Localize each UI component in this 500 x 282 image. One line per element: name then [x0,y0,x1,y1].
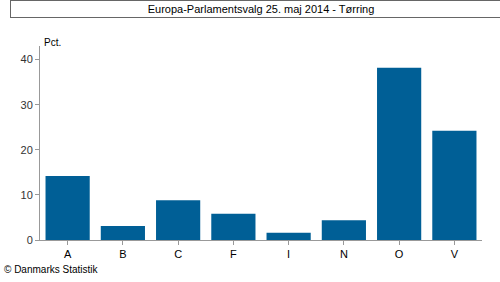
svg-text:B: B [119,248,126,260]
svg-text:C: C [174,248,182,260]
svg-text:© Danmarks Statistik: © Danmarks Statistik [4,264,99,275]
svg-text:30: 30 [21,99,33,111]
svg-text:O: O [395,248,404,260]
svg-text:20: 20 [21,144,33,156]
svg-text:A: A [64,248,72,260]
svg-text:V: V [451,248,459,260]
svg-text:Europa-Parlamentsvalg 25. maj: Europa-Parlamentsvalg 25. maj 2014 - Tør… [148,3,375,15]
svg-text:N: N [340,248,348,260]
svg-text:F: F [230,248,237,260]
svg-text:0: 0 [27,234,33,246]
svg-text:I: I [287,248,290,260]
svg-text:10: 10 [21,189,33,201]
svg-text:40: 40 [21,53,33,65]
svg-text:Pct.: Pct. [44,37,61,48]
